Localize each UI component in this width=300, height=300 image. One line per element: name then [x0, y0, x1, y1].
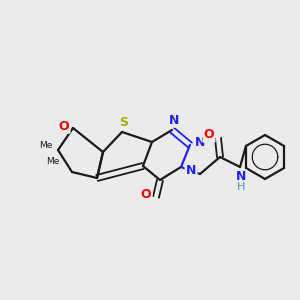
Text: N: N	[169, 113, 179, 127]
Text: S: S	[119, 116, 128, 128]
Text: H: H	[237, 182, 245, 192]
Text: N: N	[236, 170, 246, 184]
Text: Me: Me	[39, 140, 53, 149]
Text: O: O	[141, 188, 151, 202]
Text: O: O	[204, 128, 214, 142]
Text: N: N	[195, 136, 205, 149]
Text: N: N	[186, 164, 196, 178]
Text: N: N	[236, 172, 246, 185]
Text: H: H	[237, 174, 245, 184]
Text: Me: Me	[46, 158, 60, 166]
Text: O: O	[59, 119, 69, 133]
